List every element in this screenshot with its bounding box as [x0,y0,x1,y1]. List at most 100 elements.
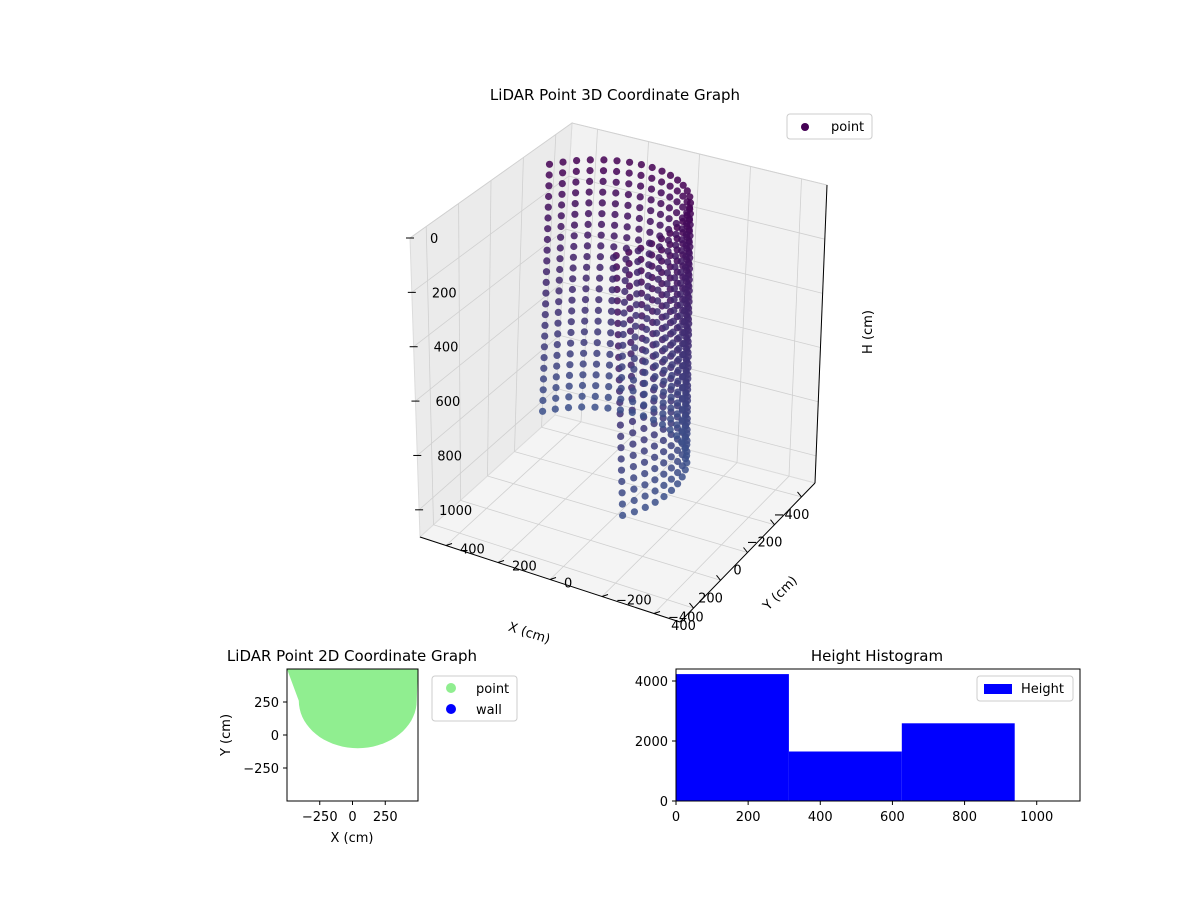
point-marker [674,457,682,466]
point-marker [634,258,642,266]
point-marker [668,371,676,380]
point-marker [628,408,636,417]
x-tick [770,519,775,526]
y-tick-label: 400 [460,543,485,558]
point-marker [633,279,641,287]
point-marker [637,171,645,179]
point-marker [613,157,621,165]
point-marker [673,446,682,454]
y-tick [601,594,609,597]
point-marker [612,178,620,186]
point-marker [640,447,648,455]
point-marker [676,312,684,320]
point-marker [647,196,655,204]
point-marker [629,429,637,437]
point-marker [617,384,625,392]
point-marker [681,296,689,304]
point-marker [619,341,627,349]
point-marker [604,393,612,401]
point-marker [543,257,551,265]
point-marker [671,263,679,271]
point-marker [594,328,602,336]
x-tick-label-hist: 200 [736,810,761,825]
point-marker [608,286,616,294]
point-marker [599,177,607,185]
point-marker [626,327,635,335]
y-tick-label-hist: 0 [660,795,668,810]
point-marker [610,243,618,251]
point-marker [678,416,686,424]
point-marker [631,333,639,341]
point-marker [679,203,687,211]
point-marker [625,169,633,177]
point-marker [541,321,549,329]
point-marker [585,188,593,196]
point-marker [647,185,656,193]
point-marker [655,254,663,262]
point-marker [596,253,605,261]
point-marker [628,417,637,426]
point-marker [582,274,590,282]
point-marker [611,210,619,219]
point-marker [597,231,605,239]
point-marker [683,220,691,228]
point-marker [670,306,678,314]
point-marker [624,191,633,199]
point-marker [618,477,626,486]
point-marker [619,511,627,519]
point-marker [677,257,685,266]
point-marker [551,405,559,413]
point-marker [545,192,553,201]
point-marker [557,222,565,231]
point-marker [673,187,681,195]
point-marker [620,320,628,328]
point-marker [673,399,682,407]
point-marker [606,340,614,348]
point-marker [673,410,681,418]
point-marker [627,338,635,347]
point-marker [674,469,682,477]
point-marker [633,290,641,298]
z-tick-label: 200 [432,286,457,301]
point-marker [624,201,632,209]
point-marker [657,189,665,197]
point-marker [669,317,678,325]
point-marker [683,452,691,460]
point-marker [581,296,590,304]
grid-line-z [411,175,570,293]
point-marker [640,390,648,398]
point-marker [650,405,658,413]
point-marker [583,253,591,261]
point-marker [618,374,626,382]
point-marker [667,486,676,494]
z-tick-label: 800 [437,449,462,464]
point-marker [630,474,638,482]
point-marker [542,300,550,308]
point-marker [630,355,638,363]
y-tick-label-2d: 0 [271,729,279,744]
point-marker [651,362,660,370]
point-marker [609,254,618,262]
point-marker [604,404,612,412]
point-marker [552,394,560,402]
point-marker [545,182,553,190]
point-marker [612,189,620,197]
x-tick-label: 0 [733,564,741,579]
point-marker [682,231,690,239]
point-marker [668,350,677,358]
point-marker [654,297,662,305]
point-cloud [539,156,695,519]
point-marker [565,371,574,379]
point-marker [678,225,686,233]
point-marker [675,334,683,342]
grid-line-z [409,122,573,239]
point-marker [656,210,665,218]
z-tick-label: 400 [434,341,459,356]
point-marker [581,317,589,325]
point-marker [641,369,649,377]
x-tick [797,491,802,498]
point-marker [677,268,685,276]
histogram-bars [676,674,1015,801]
point-marker [632,311,640,320]
point-marker [626,158,634,166]
